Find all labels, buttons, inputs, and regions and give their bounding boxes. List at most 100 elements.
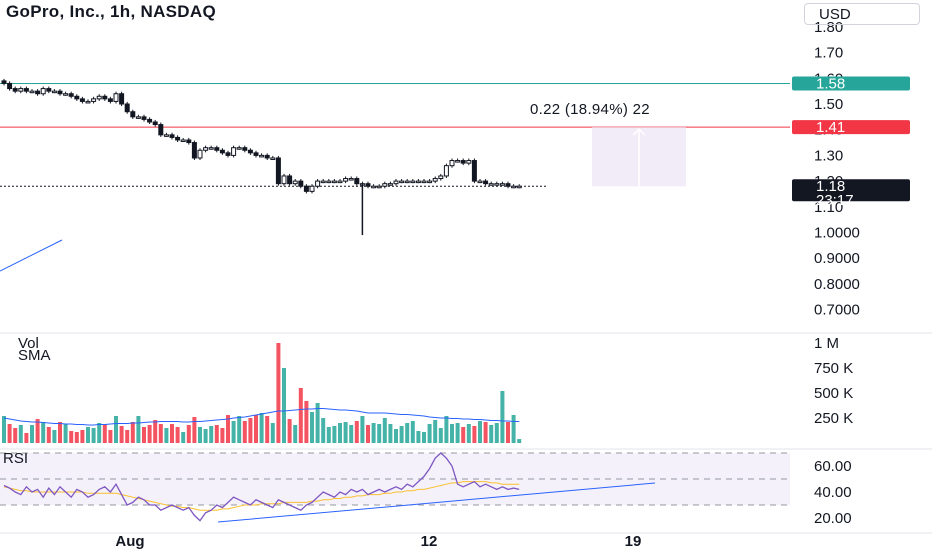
candle xyxy=(96,95,102,100)
currency-selector[interactable]: USD xyxy=(804,3,920,25)
volume-bar xyxy=(282,368,286,443)
price-badge xyxy=(792,76,910,91)
candle xyxy=(191,142,197,159)
volume-bar xyxy=(136,416,141,443)
candle xyxy=(242,147,248,151)
symbol-title[interactable]: GoPro, Inc., 1h, NASDAQ xyxy=(6,2,216,21)
volume-axis-tick: 750 K xyxy=(814,360,853,377)
volume-bar xyxy=(410,421,415,443)
candle xyxy=(511,185,517,189)
volume-sma-line xyxy=(3,408,520,426)
candle xyxy=(331,180,337,184)
volume-bar xyxy=(315,403,320,443)
time-axis-tick: 19 xyxy=(625,533,642,550)
candle xyxy=(7,82,13,90)
volume-bar xyxy=(198,427,202,443)
price-badge-text: 1.41 xyxy=(816,119,845,136)
candle xyxy=(163,134,169,137)
candle xyxy=(141,116,147,120)
volume-bar xyxy=(35,419,40,443)
candle xyxy=(298,180,304,187)
candle xyxy=(499,183,505,186)
volume-bar xyxy=(506,422,510,443)
volume-bar xyxy=(354,421,359,443)
volume-bar xyxy=(186,425,191,443)
candle xyxy=(281,175,287,185)
candle xyxy=(253,152,259,156)
volume-bar xyxy=(321,418,326,443)
measure-arrowhead xyxy=(632,128,646,136)
volume-pane-label: Vol xyxy=(18,335,39,352)
volume-bar xyxy=(158,424,163,443)
candle xyxy=(354,178,360,185)
candle xyxy=(219,149,225,154)
candle xyxy=(326,180,332,184)
volume-bar xyxy=(226,415,230,443)
candle xyxy=(180,139,186,142)
candle xyxy=(113,93,119,102)
candle xyxy=(516,185,522,189)
volume-bar xyxy=(405,423,410,443)
candle xyxy=(443,165,449,177)
price-badge-text: 1.58 xyxy=(816,75,845,92)
volume-bar xyxy=(489,425,494,443)
candle xyxy=(107,98,113,102)
volume-bar xyxy=(52,430,57,443)
volume-bar xyxy=(377,424,382,443)
price-axis-tick: 0.7000 xyxy=(814,302,860,319)
volume-bar xyxy=(91,428,96,443)
volume-bar xyxy=(326,427,331,443)
volume-bar xyxy=(164,428,169,443)
candle xyxy=(320,180,326,184)
volume-bar xyxy=(142,427,146,443)
candle xyxy=(119,93,125,105)
volume-bar xyxy=(63,424,68,443)
volume-bar xyxy=(422,432,426,443)
rsi-band xyxy=(0,453,790,505)
candle xyxy=(51,90,57,94)
volume-bar xyxy=(478,421,482,443)
candle xyxy=(208,147,214,150)
volume-bar xyxy=(399,426,404,443)
candle xyxy=(68,93,74,97)
volume-axis-tick: 500 K xyxy=(814,385,853,402)
volume-bar xyxy=(237,416,242,443)
price-badge xyxy=(792,179,910,202)
candle xyxy=(460,160,466,164)
candle xyxy=(175,136,181,141)
volume-bar xyxy=(450,424,454,443)
candle xyxy=(231,147,237,156)
candle xyxy=(292,180,298,185)
volume-bar xyxy=(30,425,34,443)
volume-bar xyxy=(433,420,438,443)
volume-bar xyxy=(455,423,460,443)
candle xyxy=(365,183,371,187)
volume-bar xyxy=(343,422,348,443)
volume-bar xyxy=(24,433,29,443)
volume-bar xyxy=(80,430,85,443)
volume-bar xyxy=(270,423,275,443)
volume-bar xyxy=(248,418,253,443)
candle xyxy=(382,183,388,187)
candle xyxy=(259,154,265,158)
volume-bar xyxy=(209,426,214,443)
volume-bar xyxy=(366,425,370,443)
rsi-trend-line xyxy=(217,482,656,523)
candle xyxy=(270,157,276,160)
candle xyxy=(102,95,108,100)
candle xyxy=(186,139,192,144)
volume-bar xyxy=(265,416,270,443)
volume-bar xyxy=(483,422,488,443)
volume-bar xyxy=(298,388,303,443)
rsi-axis-tick: 20.00 xyxy=(814,510,852,527)
candle xyxy=(236,147,242,150)
volume-bar xyxy=(170,424,174,443)
candle xyxy=(63,93,69,96)
volume-bar xyxy=(58,422,62,443)
candle xyxy=(197,149,203,159)
candle xyxy=(371,185,377,189)
candle xyxy=(348,178,354,181)
volume-bar xyxy=(276,343,281,443)
volume-bar xyxy=(46,427,51,443)
